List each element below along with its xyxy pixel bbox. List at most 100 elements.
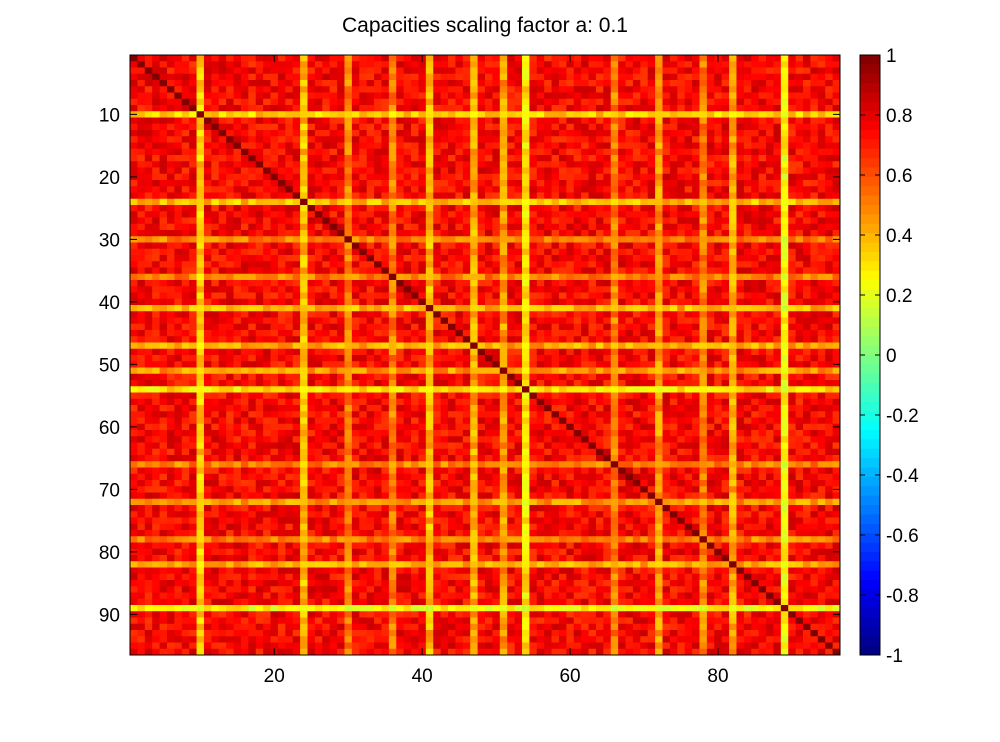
heatmap-cell xyxy=(743,311,752,318)
heatmap-cell xyxy=(551,198,560,206)
heatmap-cell xyxy=(233,167,242,175)
heatmap-cell xyxy=(462,92,471,100)
heatmap-cell xyxy=(662,286,671,293)
heatmap-cell xyxy=(588,111,597,118)
heatmap-cell xyxy=(603,173,612,181)
heatmap-cell xyxy=(337,311,345,318)
heatmap-cell xyxy=(351,336,360,343)
heatmap-cell xyxy=(795,261,804,268)
heatmap-cell xyxy=(736,55,745,62)
heatmap-cell xyxy=(647,61,656,68)
heatmap-cell xyxy=(130,130,138,137)
heatmap-cell xyxy=(529,55,538,62)
heatmap-cell xyxy=(684,155,693,162)
heatmap-cell xyxy=(196,217,205,225)
heatmap-cell xyxy=(344,155,353,162)
heatmap-cell xyxy=(403,305,412,312)
heatmap-cell xyxy=(743,186,752,193)
heatmap-cell xyxy=(166,330,175,337)
heatmap-cell xyxy=(595,180,604,187)
heatmap-cell xyxy=(285,336,294,343)
heatmap-cell xyxy=(758,198,767,206)
heatmap-cell xyxy=(810,186,819,193)
heatmap-cell xyxy=(803,61,811,68)
heatmap-cell xyxy=(218,136,227,143)
heatmap-cell xyxy=(625,348,634,356)
heatmap-cell xyxy=(211,61,220,68)
heatmap-cell xyxy=(396,136,405,143)
heatmap-cell xyxy=(307,67,316,75)
heatmap-cell xyxy=(396,242,405,250)
heatmap-cell xyxy=(595,123,604,131)
heatmap-cell xyxy=(499,348,508,356)
heatmap-cell xyxy=(448,98,456,106)
heatmap-cell xyxy=(640,198,649,206)
heatmap-cell xyxy=(381,211,390,218)
heatmap-cell xyxy=(359,311,368,318)
heatmap-cell xyxy=(329,373,338,381)
heatmap-cell xyxy=(440,92,449,100)
heatmap-cell xyxy=(263,267,271,275)
heatmap-cell xyxy=(263,167,271,175)
heatmap-cell xyxy=(477,205,486,212)
heatmap-cell xyxy=(433,355,442,362)
heatmap-cell xyxy=(499,292,508,300)
heatmap-cell xyxy=(618,117,626,125)
heatmap-cell xyxy=(692,148,700,156)
heatmap-cell xyxy=(152,323,160,331)
heatmap-cell xyxy=(381,242,390,250)
heatmap-cell xyxy=(677,130,686,137)
heatmap-cell xyxy=(314,142,323,150)
heatmap-cell xyxy=(721,80,730,87)
heatmap-cell xyxy=(226,180,234,187)
heatmap-cell xyxy=(166,261,175,268)
heatmap-cell xyxy=(492,280,501,287)
heatmap-cell xyxy=(514,223,523,231)
heatmap-cell xyxy=(218,148,227,156)
heatmap-cell xyxy=(551,355,560,362)
heatmap-cell xyxy=(440,236,449,243)
heatmap-cell xyxy=(448,361,456,368)
heatmap-cell xyxy=(603,361,612,368)
heatmap-cell xyxy=(374,230,382,237)
heatmap-cell xyxy=(825,267,834,275)
heatmap-cell xyxy=(270,111,279,118)
heatmap-cell xyxy=(766,323,774,331)
heatmap-cell xyxy=(795,298,804,306)
heatmap-cell xyxy=(729,348,737,356)
heatmap-cell xyxy=(396,217,405,225)
heatmap-cell xyxy=(366,373,375,381)
heatmap-cell xyxy=(411,155,419,162)
heatmap-cell xyxy=(499,180,508,187)
heatmap-cell xyxy=(403,242,412,250)
heatmap-cell xyxy=(448,242,456,250)
heatmap-cell xyxy=(736,167,745,175)
heatmap-cell xyxy=(803,298,811,306)
heatmap-cell xyxy=(403,192,412,200)
heatmap-cell xyxy=(803,73,811,81)
heatmap-cell xyxy=(603,167,612,175)
heatmap-cell xyxy=(196,111,205,118)
heatmap-cell xyxy=(462,248,471,256)
heatmap-cell xyxy=(425,373,434,381)
heatmap-cell xyxy=(381,67,390,75)
heatmap-cell xyxy=(300,155,308,162)
heatmap-cell xyxy=(773,248,782,256)
heatmap-cell xyxy=(307,73,316,81)
heatmap-cell xyxy=(632,317,641,325)
heatmap-cell xyxy=(692,242,700,250)
heatmap-cell xyxy=(359,342,368,350)
heatmap-cell xyxy=(403,67,412,75)
heatmap-cell xyxy=(521,323,530,331)
heatmap-cell xyxy=(721,136,730,143)
heatmap-cell xyxy=(751,255,760,262)
heatmap-cell xyxy=(721,330,730,337)
heatmap-cell xyxy=(521,223,530,231)
heatmap-cell xyxy=(344,67,353,75)
heatmap-cell xyxy=(477,298,486,306)
heatmap-cell xyxy=(581,230,589,237)
heatmap-cell xyxy=(440,292,449,300)
heatmap-cell xyxy=(521,248,530,256)
heatmap-cell xyxy=(366,105,375,112)
heatmap-cell xyxy=(714,298,723,306)
